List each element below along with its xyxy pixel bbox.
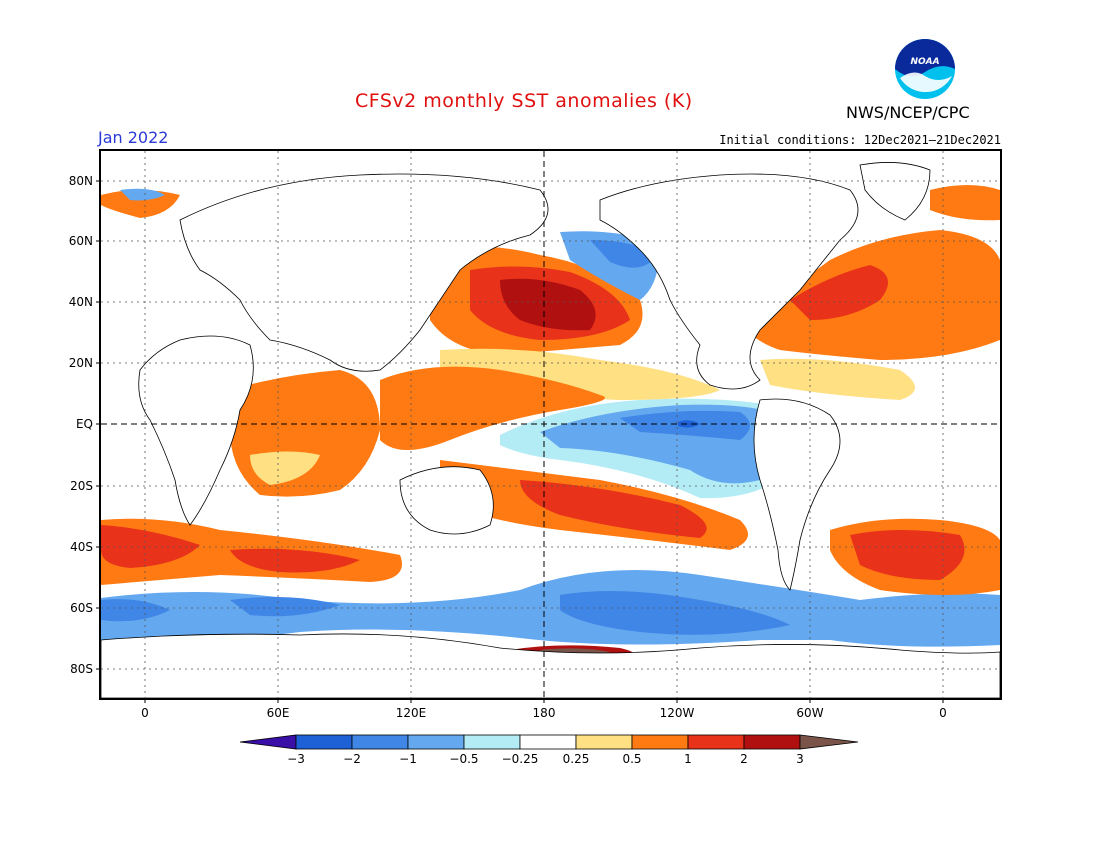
lon-label: 60W [796,706,823,720]
land [101,162,1000,698]
colorbar-bin [463,734,521,750]
lat-label: 60S [70,601,93,615]
colorbar [239,734,859,750]
lat-labels: 80N 60N 40N 20N EQ 20S 40S 60S 80S [69,174,93,676]
colorbar-below [239,734,297,750]
colorbar-tick-label: 0.5 [622,752,641,766]
lon-label: 0 [141,706,149,720]
colorbar-bin [351,734,409,750]
lon-labels: 0 60E 120E 180 120W 60W 0 [141,706,947,720]
lon-label: 120W [660,706,695,720]
lat-label: 80N [69,174,93,188]
colorbar-above [799,734,859,750]
lat-label: EQ [76,417,93,431]
initial-conditions: Initial conditions: 12Dec2021–21Dec2021 [719,133,1001,147]
colorbar-bin [631,734,689,750]
colorbar-bin [519,734,577,750]
noaa-logo: NOAA [895,39,955,99]
noaa-logo-text: NOAA [910,57,939,67]
lat-label: 20N [69,356,93,370]
lat-label: 40S [70,540,93,554]
lat-label: 20S [70,479,93,493]
colorbar-bin [743,734,801,750]
lat-label: 60N [69,234,93,248]
colorbar-bin [575,734,633,750]
colorbar-tick-label: −0.25 [502,752,539,766]
west-pacific-warm [380,366,605,450]
colorbar-tick-label: 3 [796,752,804,766]
colorbar-tick-label: 2 [740,752,748,766]
colorbar-tick-label: −3 [287,752,305,766]
colorbar-tick-label: −0.5 [449,752,478,766]
colorbar-labels: −3 −2 −1 −0.5 −0.25 0.25 0.5 1 2 3 [287,752,804,766]
colorbar-tick-label: 1 [684,752,692,766]
lon-label: 120E [396,706,427,720]
equator-dateline [101,151,1000,698]
anomaly-field [101,151,1000,698]
colorbar-tick-label: −1 [399,752,417,766]
lat-label: 80S [70,662,93,676]
colorbar-tick-label: −2 [343,752,361,766]
colorbar-tick-label: 0.25 [563,752,590,766]
gridlines [101,151,1000,698]
colorbar-bin [687,734,745,750]
forecast-month: Jan 2022 [98,128,169,147]
colorbar-bin [295,734,353,750]
lon-label: 0 [939,706,947,720]
agency-label: NWS/NCEP/CPC [846,103,970,122]
lon-label: 60E [267,706,290,720]
lat-label: 40N [69,295,93,309]
chart-title: CFSv2 monthly SST anomalies (K) [355,90,693,112]
lon-label: 180 [533,706,556,720]
colorbar-bin [407,734,465,750]
